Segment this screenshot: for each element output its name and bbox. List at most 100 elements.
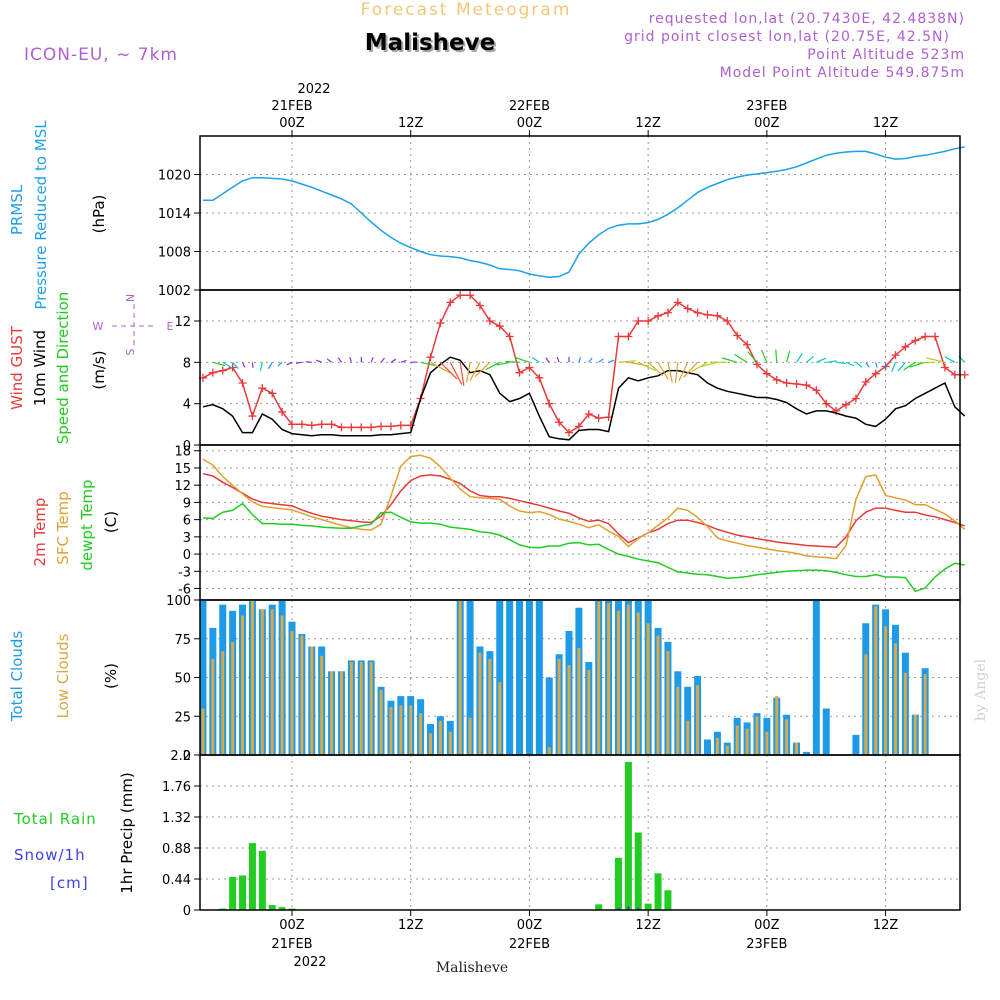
y-tick-label: 12 [174,315,191,330]
gust-marker [357,423,366,432]
wind-arrow [903,361,916,371]
wind-arrow [349,356,352,363]
compass-n: N [124,294,137,302]
low-cloud-bar [250,600,254,755]
wind-arrow [514,356,530,363]
top-hour-label: 12Z [873,116,899,131]
total-cloud-bar [852,734,860,755]
bottom-year: 2022 [293,955,326,970]
low-cloud-bar [795,742,799,755]
y-tick-label: 8 [183,356,191,371]
y-tick-label: 75 [174,633,191,648]
low-cloud-bar [201,708,205,755]
gust-marker [446,298,455,307]
location-title-front: Malisheve [365,30,495,56]
wind-dir-label: Speed and Direction [54,292,72,445]
low-cloud-bar [458,600,462,755]
gust-marker [812,386,821,395]
low-cloud-bar [547,747,551,755]
y-tick-label: 2.2 [170,749,191,764]
low-cloud-bar [696,685,700,755]
precip-frame [199,754,961,911]
low-cloud-bar [330,671,334,755]
gust-marker [396,421,405,430]
wind-arrow [465,362,471,383]
wind-arrow [222,361,233,369]
bottom-hour-label: 12Z [635,918,661,933]
gust-marker [654,311,663,320]
low-cloud-bar [379,689,383,755]
snow-unit-label: [cm] [50,874,89,892]
wind-arrow [578,356,582,363]
low-cloud-bar [478,652,482,755]
wind-arrow [691,361,708,373]
low-cloud-bar [913,714,917,755]
gust-marker [921,332,930,341]
wind-arrow [721,357,738,363]
compass-s: S [124,348,137,355]
y-tick-label: 0.88 [162,842,191,857]
y-tick-label: -3 [178,565,191,580]
low-cloud-bar [260,609,264,755]
low-cloud-bar [587,669,591,755]
series-dewpt-temp [202,502,965,593]
y-tick-label: 0.44 [162,873,191,888]
wind-arrow [700,361,718,368]
wind-frame [199,289,961,446]
wind-arrow [608,359,615,363]
gust-marker [436,319,445,328]
low-cloud-bar [903,672,907,755]
top-hour-label: 00Z [279,116,305,131]
snow-label: Snow/1h [14,846,86,864]
wind-gust-label: Wind GUST [8,325,26,410]
low-cloud-bar [785,719,789,755]
low-cloud-bar [300,635,304,755]
wind-arrow [944,356,956,363]
gridpoint-coords: grid point closest lon,lat (20.75E, 42.5… [624,29,950,45]
total-cloud-bar [506,600,514,755]
top-date-label: 21FEB [271,99,312,114]
wind-arrow [836,361,847,365]
gust-marker [386,422,395,431]
plot-area: 100210081014102004812-6-3036912151802550… [158,99,969,952]
gust-marker [377,422,386,431]
wind-arrow [267,362,273,369]
y-tick-label: 0 [183,439,191,454]
low-cloud-bar [725,745,729,755]
total-cloud-bar [466,600,474,755]
gust-marker [960,370,969,379]
low-cloud-bar [231,641,235,755]
wind-arrow [286,361,293,366]
y-tick-label: 9 [183,496,191,511]
pressure-label-2: Pressure Reduced to MSL [32,120,50,310]
compass-rose: N W E S [93,294,174,356]
gust-marker [871,369,880,378]
gust-marker [515,368,524,377]
wind-arrow [485,361,501,371]
wind-arrow [400,359,407,363]
series-2m-temp [202,472,965,548]
gust-marker [673,298,682,307]
rain-bar [595,904,603,910]
wind-unit: (m/s) [90,350,108,389]
gust-marker [565,428,574,437]
gust-marker [931,332,940,341]
location-title: Malisheve [367,32,497,58]
y-tick-label: 1.76 [162,780,191,795]
low-cloud-bar [616,610,620,755]
total-cloud-bar [535,600,543,755]
low-cloud-bar [320,655,324,755]
product-title: Forecast Meteogram [361,0,572,20]
gust-marker [258,384,267,393]
gust-marker [950,370,959,379]
y-tick-label: 12 [174,479,191,494]
wind-arrow [667,362,673,383]
y-tick-label: 1.32 [162,811,191,826]
bottom-hour-label: 00Z [754,918,780,933]
gust-marker [663,308,672,317]
wind-arrow [337,357,342,363]
rain-bar [624,762,632,910]
low-cloud-bar [755,716,759,755]
bottom-hour-label: 00Z [517,918,543,933]
